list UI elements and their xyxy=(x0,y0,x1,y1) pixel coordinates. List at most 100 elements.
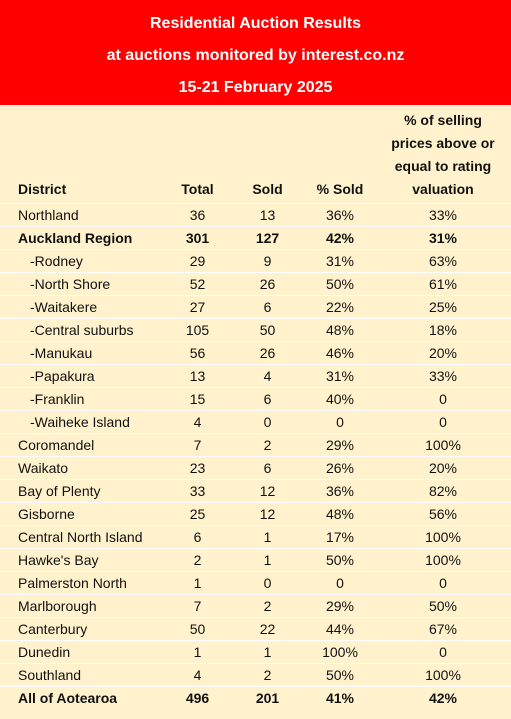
cell: 29% xyxy=(305,433,375,457)
cell: 63% xyxy=(375,249,511,273)
cell: 12 xyxy=(230,479,305,503)
cell: 33% xyxy=(375,203,511,227)
district-cell: -Rodney xyxy=(0,249,165,273)
district-cell: Bay of Plenty xyxy=(0,479,165,503)
district-cell: Canterbury xyxy=(0,617,165,641)
cell: 50 xyxy=(165,617,230,641)
cell: 1 xyxy=(165,640,230,664)
table-row: -Franklin 15 6 40% 0 xyxy=(0,387,511,411)
cell: 40% xyxy=(305,387,375,411)
cell: 9 xyxy=(230,249,305,273)
cell: 4 xyxy=(230,364,305,388)
cell: 29% xyxy=(305,594,375,618)
cell: 105 xyxy=(165,318,230,342)
district-cell: Dunedin xyxy=(0,640,165,664)
district-cell: -Central suburbs xyxy=(0,318,165,342)
cell: 496 xyxy=(165,686,230,709)
district-cell: Coromandel xyxy=(0,433,165,457)
cell: 100% xyxy=(305,640,375,664)
cell: 50% xyxy=(375,594,511,618)
table-row: Hawke's Bay 2 1 50% 100% xyxy=(0,548,511,572)
cell: 33 xyxy=(165,479,230,503)
cell: 2 xyxy=(230,594,305,618)
cell: 31% xyxy=(305,364,375,388)
column-header: % of selling prices above or equal to ra… xyxy=(391,112,495,197)
cell: 7 xyxy=(165,594,230,618)
cell: 31% xyxy=(305,249,375,273)
table-row: All of Aotearoa 496 201 41% 42% xyxy=(0,686,511,709)
table-row: Auckland Region 301 127 42% 31% xyxy=(0,226,511,250)
cell: 22 xyxy=(230,617,305,641)
district-cell: Palmerston North xyxy=(0,571,165,595)
cell: 29 xyxy=(165,249,230,273)
cell: 33% xyxy=(375,364,511,388)
district-cell: -North Shore xyxy=(0,272,165,296)
cell: 20% xyxy=(375,341,511,365)
cell: 100% xyxy=(375,663,511,687)
table-row: Northland 36 13 36% 33% xyxy=(0,203,511,227)
cell: 4 xyxy=(165,410,230,434)
cell: 100% xyxy=(375,433,511,457)
cell: 26 xyxy=(230,341,305,365)
cell: 13 xyxy=(230,203,305,227)
cell: 36 xyxy=(165,203,230,227)
cell: 0 xyxy=(375,387,511,411)
column-header: District xyxy=(18,181,67,197)
table-row: -Waitakere 27 6 22% 25% xyxy=(0,295,511,319)
cell: 26 xyxy=(230,272,305,296)
cell: 1 xyxy=(230,640,305,664)
table-row: Southland 4 2 50% 100% xyxy=(0,663,511,687)
table-row: -Central suburbs 105 50 48% 18% xyxy=(0,318,511,342)
table-row: Palmerston North 1 0 0 0 xyxy=(0,571,511,595)
cell: 1 xyxy=(165,571,230,595)
table-row: -Waiheke Island 4 0 0 0 xyxy=(0,410,511,434)
column-header: % Sold xyxy=(316,181,364,197)
cell: 100% xyxy=(375,525,511,549)
cell: 48% xyxy=(305,502,375,526)
district-cell: -Waiheke Island xyxy=(0,410,165,434)
cell: 2 xyxy=(230,663,305,687)
district-cell: Southland xyxy=(0,663,165,687)
cell: 0 xyxy=(230,410,305,434)
district-cell: Central North Island xyxy=(0,525,165,549)
cell: 20% xyxy=(375,456,511,480)
cell: 17% xyxy=(305,525,375,549)
cell: 0 xyxy=(305,571,375,595)
cell: 2 xyxy=(165,548,230,572)
table-row: Canterbury 50 22 44% 67% xyxy=(0,617,511,641)
cell: 31% xyxy=(375,226,511,250)
cell: 15 xyxy=(165,387,230,411)
cell: 6 xyxy=(165,525,230,549)
district-cell: All of Aotearoa xyxy=(0,686,165,709)
cell: 127 xyxy=(230,226,305,250)
cell: 46% xyxy=(305,341,375,365)
cell: 301 xyxy=(165,226,230,250)
cell: 6 xyxy=(230,387,305,411)
cell: 42% xyxy=(375,686,511,709)
cell: 56 xyxy=(165,341,230,365)
cell: 52 xyxy=(165,272,230,296)
cell: 61% xyxy=(375,272,511,296)
district-cell: Hawke's Bay xyxy=(0,548,165,572)
title: Residential Auction Results xyxy=(150,15,361,32)
cell: 25% xyxy=(375,295,511,319)
cell: 22% xyxy=(305,295,375,319)
table-row: Dunedin 1 1 100% 0 xyxy=(0,640,511,664)
district-cell: Marlborough xyxy=(0,594,165,618)
cell: 0 xyxy=(230,571,305,595)
cell: 0 xyxy=(305,410,375,434)
cell: 50% xyxy=(305,272,375,296)
table-body: Northland 36 13 36% 33% Auckland Region 301 127… xyxy=(0,203,511,709)
table-row: -Rodney 29 9 31% 63% xyxy=(0,249,511,273)
cell: 42% xyxy=(305,226,375,250)
cell: 82% xyxy=(375,479,511,503)
cell: 50 xyxy=(230,318,305,342)
cell: 0 xyxy=(375,640,511,664)
table-row: -Papakura 13 4 31% 33% xyxy=(0,364,511,388)
cell: 1 xyxy=(230,548,305,572)
cell: 12 xyxy=(230,502,305,526)
cell: 7 xyxy=(165,433,230,457)
table-row: Coromandel 7 2 29% 100% xyxy=(0,433,511,457)
cell: 44% xyxy=(305,617,375,641)
district-cell: -Manukau xyxy=(0,341,165,365)
